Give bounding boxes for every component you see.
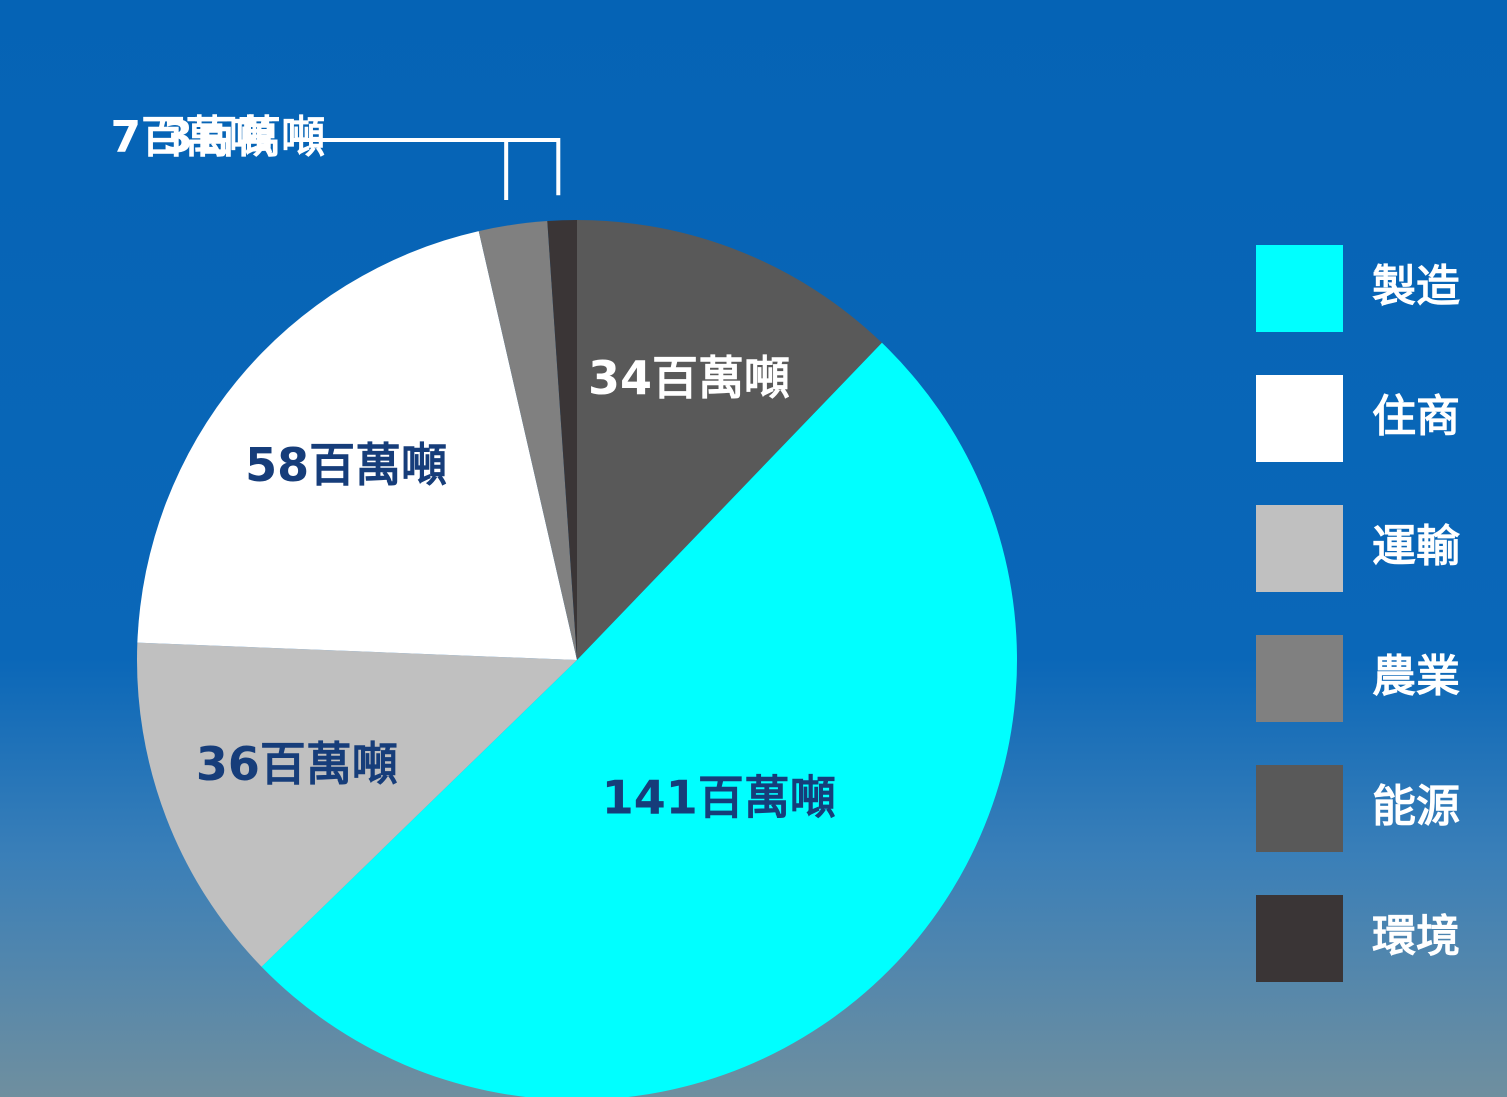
legend-label: 運輸 xyxy=(1372,521,1461,572)
legend-label: 農業 xyxy=(1372,651,1460,702)
slice-label: 34百萬噸 xyxy=(588,351,790,405)
legend-swatch xyxy=(1256,765,1343,852)
slice-label: 36百萬噸 xyxy=(196,737,398,791)
legend-swatch xyxy=(1256,895,1343,982)
legend-swatch xyxy=(1256,245,1343,332)
chart: 34百萬噸141百萬噸36百萬噸58百萬噸7百萬噸3百萬噸製造住商運輸農業能源環… xyxy=(0,0,1507,1097)
legend-swatch xyxy=(1256,505,1343,592)
slice-label: 58百萬噸 xyxy=(245,438,447,492)
slice-label: 141百萬噸 xyxy=(602,771,836,825)
page: 34百萬噸141百萬噸36百萬噸58百萬噸7百萬噸3百萬噸製造住商運輸農業能源環… xyxy=(0,0,1507,1097)
legend-label: 製造 xyxy=(1372,261,1460,312)
legend-label: 環境 xyxy=(1372,911,1460,962)
slice-label: 3百萬噸 xyxy=(163,112,326,163)
legend-label: 能源 xyxy=(1372,781,1460,832)
legend-swatch xyxy=(1256,635,1343,722)
legend-label: 住商 xyxy=(1372,391,1460,442)
legend-swatch xyxy=(1256,375,1343,462)
